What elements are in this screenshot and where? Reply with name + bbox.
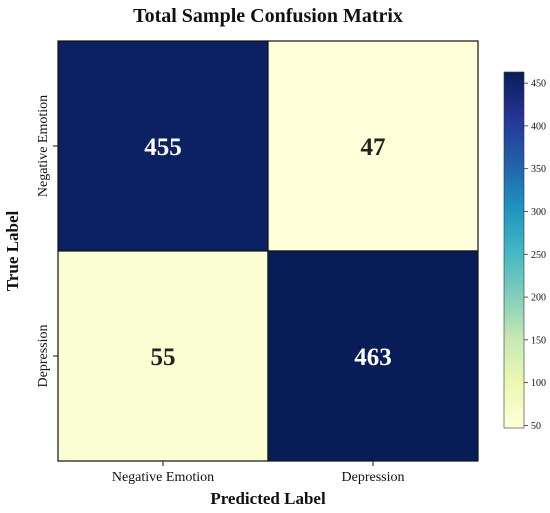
colorbar-tick-label: 200 [531,293,546,304]
heatmap-cell [57,40,269,252]
x-tick-label: Negative Emotion [112,470,214,485]
y-axis-ticks: Negative Emotion Depression [36,95,58,388]
heatmap-cells [57,40,479,462]
heatmap-cell [267,40,479,252]
cell-value-label: 47 [361,134,386,161]
y-tick-label: Depression [36,325,51,388]
colorbar-tick-label: 450 [531,79,546,90]
heatmap-cell [57,250,269,462]
colorbar-tick-label: 150 [531,335,546,346]
colorbar-tick-label: 300 [531,207,546,218]
colorbar-tick-label: 50 [531,421,541,432]
colorbar-ticks: 50 100 150 200 250 300 350 400 450 [524,79,546,432]
colorbar-tick-label: 400 [531,121,546,132]
colorbar-tick-label: 250 [531,250,546,261]
heatmap-cell [267,250,479,462]
colorbar-tick-label: 100 [531,378,546,389]
cell-value-label: 455 [144,134,182,161]
cell-value-labels: 455 47 55 463 [144,134,392,371]
cell-value-label: 55 [151,344,176,371]
colorbar-tick-label: 350 [531,164,546,175]
x-axis-ticks: Negative Emotion Depression [112,461,405,485]
y-axis-label: True Label [3,211,22,292]
x-axis-label: Predicted Label [210,489,326,508]
y-tick-label: Negative Emotion [36,95,51,197]
colorbar [503,71,525,429]
x-tick-label: Depression [342,470,405,485]
cell-value-label: 463 [354,344,392,371]
chart-title: Total Sample Confusion Matrix [133,5,403,27]
